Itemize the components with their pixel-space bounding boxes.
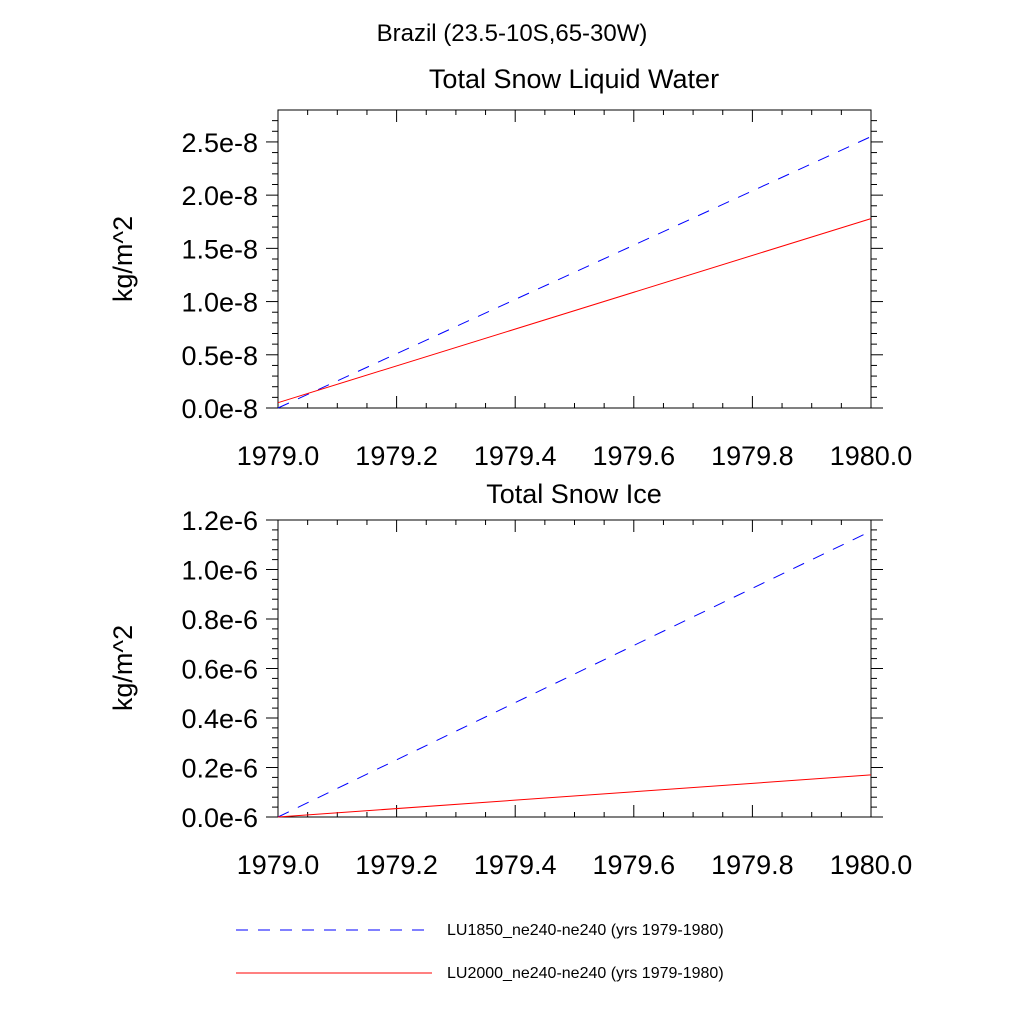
y-tick-label: 0.5e-8 (181, 341, 258, 371)
x-ticks-top: 1979.0 1979.2 1979.4 1979.6 1979.8 1980.0 (237, 110, 913, 471)
x-tick-label: 1979.6 (593, 441, 676, 471)
y-tick-label: 0.0e-8 (181, 394, 258, 424)
legend-label-lu1850: LU1850_ne240-ne240 (yrs 1979-1980) (447, 922, 724, 939)
y-tick-label: 1.5e-8 (181, 234, 258, 264)
legend: LU1850_ne240-ne240 (yrs 1979-1980) LU200… (236, 922, 724, 982)
x-tick-label: 1979.0 (237, 441, 320, 471)
y-tick-label: 0.8e-6 (181, 605, 258, 635)
y-tick-label: 1.0e-6 (181, 556, 258, 586)
x-ticks-bottom: 1979.0 1979.2 1979.4 1979.6 1979.8 1980.0 (237, 520, 913, 880)
figure-title: Brazil (23.5-10S,65-30W) (377, 20, 648, 47)
series-line-lu1850 (277, 530, 872, 818)
series-group-top (277, 136, 872, 409)
panel-top: Total Snow Liquid Water 1979.0 1979.2 1979… (108, 64, 912, 471)
series-line-lu2000 (277, 774, 872, 818)
series-line-lu1850 (277, 136, 872, 409)
x-tick-label: 1979.4 (474, 441, 557, 471)
legend-label-lu2000: LU2000_ne240-ne240 (yrs 1979-1980) (447, 965, 724, 982)
series-line-lu2000 (277, 218, 872, 404)
x-tick-label: 1980.0 (830, 441, 913, 471)
y-axis-label-bottom: kg/m^2 (108, 625, 138, 711)
x-tick-label: 1979.6 (593, 850, 676, 880)
x-tick-label: 1979.2 (355, 850, 438, 880)
panel-title-top: Total Snow Liquid Water (429, 64, 719, 94)
y-tick-label: 0.4e-6 (181, 704, 258, 734)
y-ticks-top: 0.0e-8 0.5e-8 1.0e-8 1.5e-8 2.0e-8 2.5e-8 (181, 120, 883, 424)
x-tick-label: 1979.0 (237, 850, 320, 880)
y-axis-label-top: kg/m^2 (108, 216, 138, 302)
y-ticks-bottom: 0.0e-6 0.2e-6 0.4e-6 0.6e-6 0.8e-6 1.0e-6 1.2e… (181, 506, 883, 833)
panel-bottom: Total Snow Ice 1979.0 1979.2 1979.4 1979.6 1… (108, 479, 912, 880)
x-tick-label: 1979.2 (355, 441, 438, 471)
y-tick-label: 0.2e-6 (181, 754, 258, 784)
y-tick-label: 2.5e-8 (181, 128, 258, 158)
x-tick-label: 1979.8 (711, 850, 794, 880)
x-tick-label: 1979.4 (474, 850, 557, 880)
y-tick-label: 1.0e-8 (181, 288, 258, 318)
plot-frame-top (277, 109, 872, 409)
y-tick-label: 1.2e-6 (181, 506, 258, 536)
plot-frame-bottom (277, 519, 872, 818)
y-tick-label: 2.0e-8 (181, 181, 258, 211)
panel-title-bottom: Total Snow Ice (486, 479, 662, 509)
x-tick-label: 1980.0 (830, 850, 913, 880)
x-tick-label: 1979.8 (711, 441, 794, 471)
series-group-bottom (277, 530, 872, 818)
y-tick-label: 0.6e-6 (181, 655, 258, 685)
y-tick-label: 0.0e-6 (181, 803, 258, 833)
